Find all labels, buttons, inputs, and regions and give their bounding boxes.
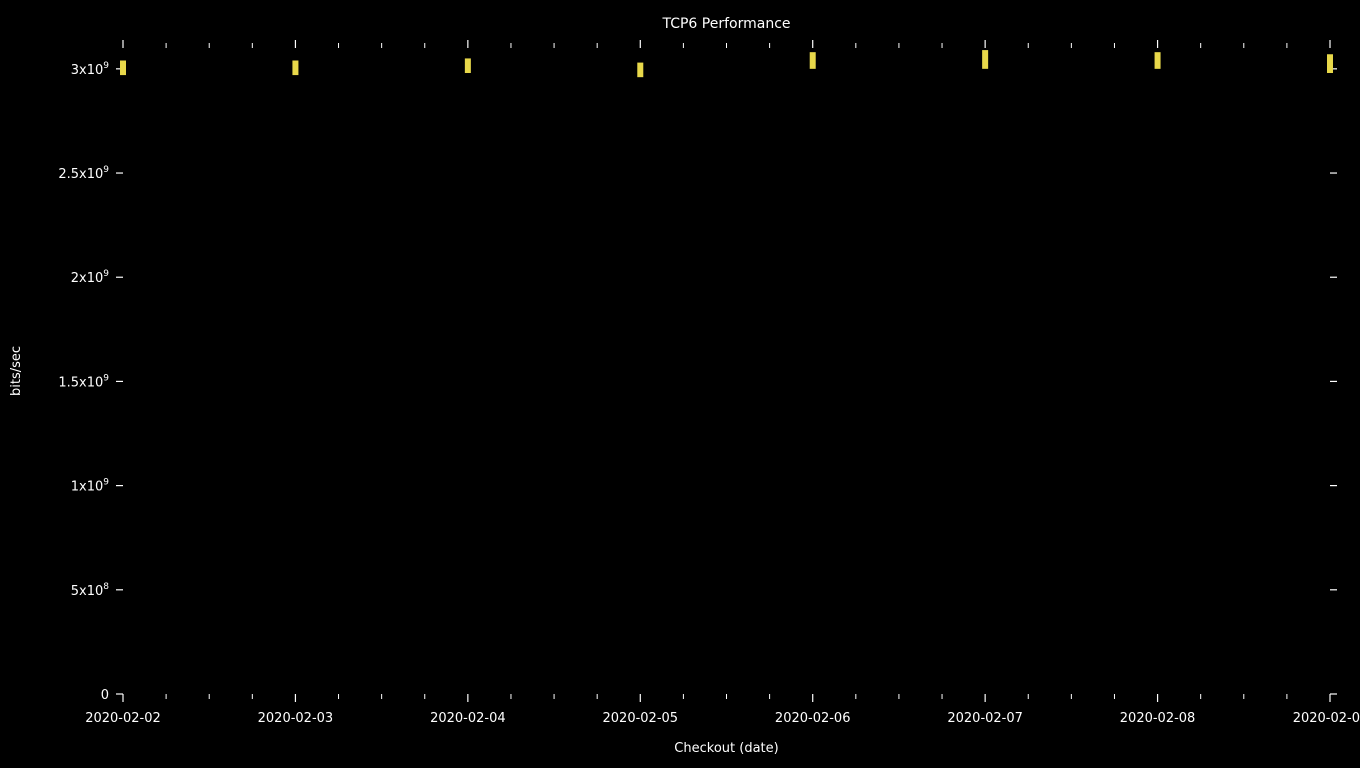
x-tick-label: 2020-02-03	[258, 711, 334, 726]
x-tick-label: 2020-02-04	[430, 711, 506, 726]
tcp6-performance-chart: TCP6 Performance bits/sec Checkout (date) 0…	[0, 0, 1360, 768]
data-bar	[465, 58, 471, 73]
y-tick-label: 2.5x109	[58, 165, 109, 182]
x-tick-label: 2020-02-07	[947, 711, 1023, 726]
x-tick-label: 2020-02-02	[85, 711, 161, 726]
x-tick-label: 2020-02-05	[603, 711, 679, 726]
y-tick-label: 1.5x109	[58, 373, 109, 390]
chart-title: TCP6 Performance	[661, 16, 790, 32]
data-bar	[810, 52, 816, 69]
data-bar	[120, 61, 126, 76]
data-bar	[1155, 52, 1161, 69]
x-axis-label: Checkout (date)	[674, 741, 778, 756]
data-bar	[1327, 54, 1333, 73]
y-tick-label: 0	[101, 688, 109, 703]
x-tick-label: 2020-02-0	[1293, 711, 1360, 726]
data-bar	[637, 63, 643, 78]
y-axis-label: bits/sec	[9, 346, 24, 396]
x-tick-label: 2020-02-06	[775, 711, 851, 726]
data-bar	[982, 50, 988, 69]
x-tick-label: 2020-02-08	[1120, 711, 1196, 726]
data-bar	[292, 61, 298, 76]
